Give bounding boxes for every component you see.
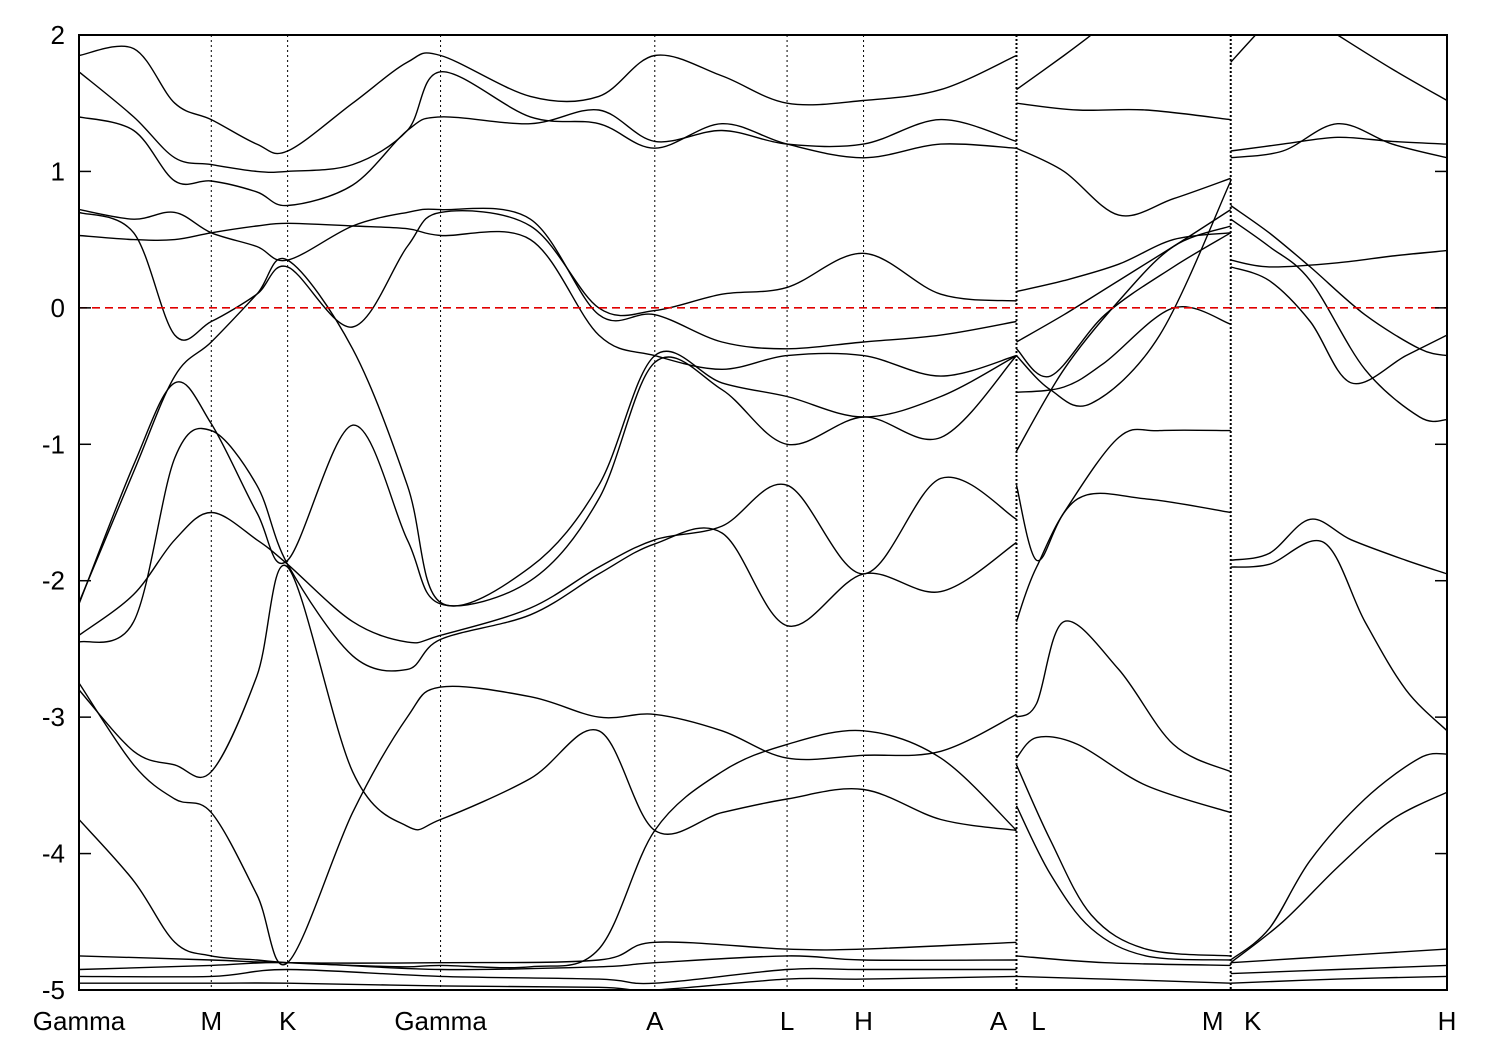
band-line-26 (1015, 428, 1231, 562)
band-line-24 (1016, 147, 1231, 217)
band-line-1 (79, 355, 1018, 607)
band-line-45 (1337, 35, 1447, 102)
x-axis-k-labels: Gamma M K Gamma A L H A L M K H (33, 1006, 1457, 1036)
band-line-32 (1016, 955, 1231, 967)
band-line-13 (79, 941, 1017, 964)
band-line-30 (1015, 764, 1231, 957)
k-label-h: H (1438, 1006, 1457, 1036)
band-line-14 (79, 955, 1017, 971)
band-line-31 (1015, 805, 1231, 961)
band-line-29 (1015, 735, 1231, 814)
band-line-23 (1016, 102, 1231, 121)
band-line-12 (79, 729, 1017, 969)
k-label-k: K (1244, 1006, 1262, 1036)
y-tick-label: 2 (51, 20, 65, 50)
y-tick-label: -4 (42, 839, 65, 869)
band-line-38 (1230, 136, 1447, 152)
band-line-37 (1230, 266, 1447, 385)
k-label-a: A (990, 1006, 1008, 1036)
band-lines (79, 35, 1447, 990)
band-line-18 (1016, 232, 1231, 293)
band-line-16 (79, 975, 1017, 990)
y-tick-label: -5 (42, 975, 65, 1005)
y-axis-ticks: 2 1 0 -1 -2 -3 -4 -5 (42, 20, 1447, 1005)
k-label-h: H (854, 1006, 873, 1036)
k-label-m: M (1202, 1006, 1224, 1036)
band-line-42 (1230, 752, 1447, 961)
band-line-39 (1230, 122, 1447, 159)
band-line-9 (79, 427, 1017, 672)
k-label-gamma: Gamma (394, 1006, 487, 1036)
band-line-27 (1015, 492, 1231, 622)
band-line-44 (1230, 35, 1257, 63)
band-line-22 (1016, 35, 1092, 91)
y-tick-label: 1 (51, 156, 65, 186)
band-line-21 (1016, 180, 1232, 407)
band-line-47 (1230, 964, 1447, 975)
band-line-0 (79, 257, 1017, 607)
y-tick-label: -3 (42, 702, 65, 732)
y-tick-label: -2 (42, 566, 65, 596)
band-line-25 (1015, 225, 1231, 452)
y-tick-label: 0 (51, 293, 65, 323)
band-line-40 (1230, 518, 1447, 575)
band-line-46 (1230, 948, 1447, 964)
band-line-11 (79, 682, 1017, 966)
y-tick-label: -1 (42, 429, 65, 459)
band-line-3 (79, 207, 1017, 350)
band-line-41 (1230, 539, 1447, 732)
k-label-l: L (1031, 1006, 1045, 1036)
band-line-8 (79, 476, 1017, 644)
k-label-m: M (200, 1006, 222, 1036)
band-line-19 (1016, 209, 1232, 343)
k-label-a: A (646, 1006, 664, 1036)
band-line-5 (79, 108, 1017, 207)
band-line-20 (1016, 305, 1231, 394)
band-line-6 (79, 45, 1017, 155)
k-label-k: K (279, 1006, 297, 1036)
band-line-2 (79, 210, 1017, 341)
k-point-lines (210, 35, 1232, 990)
band-line-48 (1230, 975, 1447, 984)
band-line-35 (1230, 218, 1447, 423)
band-line-43 (1230, 791, 1447, 964)
band-line-15 (79, 967, 1017, 985)
k-label-l: L (780, 1006, 794, 1036)
plot-frame (78, 34, 1448, 991)
band-line-33 (1016, 975, 1231, 984)
band-line-28 (1016, 620, 1231, 773)
k-label-gamma: Gamma (33, 1006, 126, 1036)
band-line-17 (1015, 232, 1232, 378)
band-line-36 (1230, 249, 1447, 268)
band-line-4 (79, 222, 1017, 377)
band-line-34 (1230, 204, 1447, 357)
band-line-7 (79, 71, 1017, 173)
